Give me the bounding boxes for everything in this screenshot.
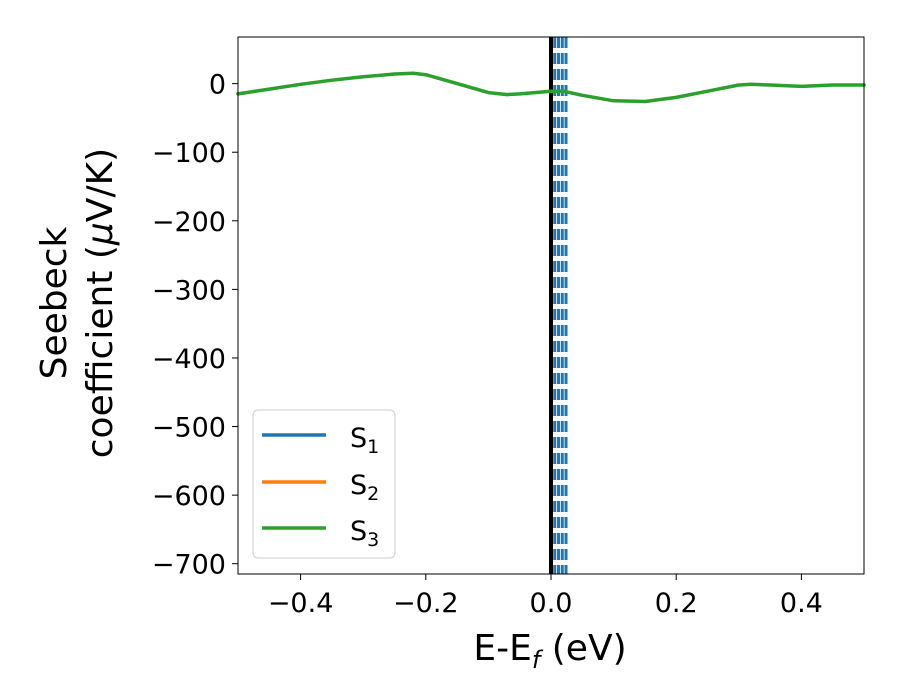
legend-box bbox=[252, 409, 396, 559]
y-tick-label: −700 bbox=[152, 550, 226, 581]
y-axis-label-line1: Seebeck bbox=[34, 226, 75, 379]
x-tick-label: 0.2 bbox=[655, 588, 698, 619]
axis-ticks: −0.4 −0.2 0.0 0.2 0.4 0 −100 −200 −300 −400 −500 −6… bbox=[152, 70, 823, 619]
x-tick-label: 0.0 bbox=[530, 588, 573, 619]
x-tick-label: −0.2 bbox=[393, 588, 459, 619]
y-tick-label: −100 bbox=[152, 138, 226, 169]
legend-label-s1: S1 bbox=[350, 423, 379, 458]
series-line-s3 bbox=[236, 71, 866, 104]
y-axis-label: Seebeck coefficient (μV/K) bbox=[34, 148, 121, 458]
y-tick-label: −600 bbox=[152, 481, 226, 512]
y-tick-label: −300 bbox=[152, 275, 226, 306]
y-tick-label: 0 bbox=[209, 70, 226, 101]
plot-lines bbox=[236, 37, 866, 574]
x-tick-label: −0.4 bbox=[268, 588, 334, 619]
legend-label-s3: S3 bbox=[350, 516, 379, 551]
y-tick-label: −200 bbox=[152, 207, 226, 238]
x-axis-label: E-Ef (eV) bbox=[473, 628, 626, 674]
legend: S1 S2 S3 bbox=[252, 409, 396, 559]
y-tick-label: −400 bbox=[152, 344, 226, 375]
y-axis-label-line2: coefficient (μV/K) bbox=[80, 148, 121, 458]
x-tick-label: 0.4 bbox=[780, 588, 823, 619]
y-tick-label: −500 bbox=[152, 413, 226, 444]
legend-label-s2: S2 bbox=[350, 470, 379, 505]
